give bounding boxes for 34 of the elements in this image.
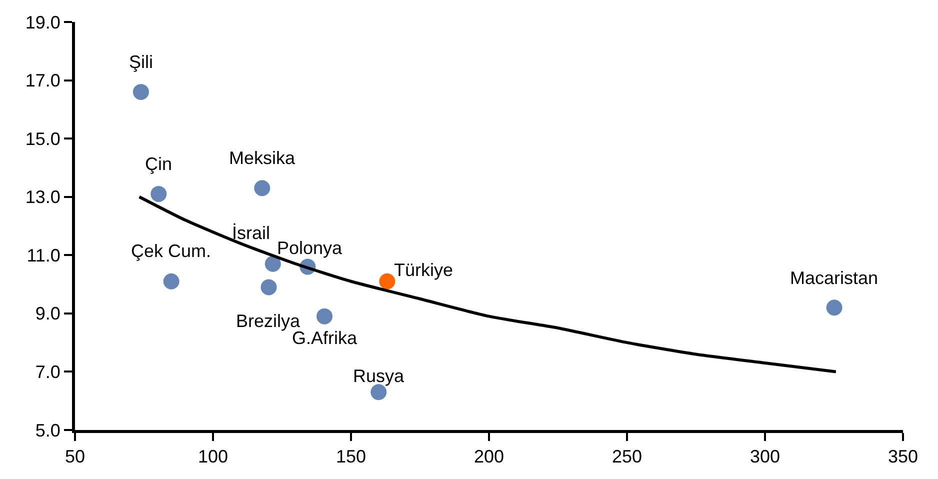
point: [150, 186, 167, 202]
y-tick-label: 17.0: [25, 70, 60, 91]
point: [316, 308, 332, 324]
point: [260, 279, 277, 296]
y-tick-label: 15.0: [25, 128, 60, 149]
annotation: Çek Cum.: [131, 241, 212, 261]
y-tick-label: 5.0: [35, 420, 60, 440]
annotation: Polonya: [277, 238, 344, 258]
x-tick-label: 350: [888, 446, 918, 467]
y-tick-label: 9.0: [35, 304, 60, 324]
x-tick-label: 100: [198, 446, 228, 467]
point: [254, 180, 270, 196]
point: [826, 300, 842, 316]
y-tick-label: 7.0: [35, 362, 60, 382]
point: [132, 84, 149, 100]
point: [379, 273, 396, 290]
annotation: Şili: [129, 52, 154, 72]
annotation: İsrail: [232, 223, 270, 243]
x-tick-label: 150: [336, 446, 366, 467]
y-tick-label: 11.0: [26, 245, 60, 266]
point: [163, 273, 180, 290]
annotation: Macaristan: [790, 268, 878, 288]
x-tick-label: 50: [64, 446, 86, 467]
annotation: Rusya: [353, 366, 406, 386]
annotation: Çin: [145, 154, 172, 174]
annotation: Meksika: [229, 148, 296, 168]
y-tick-label: 19.0: [25, 12, 60, 32]
x-tick-label: 300: [750, 446, 780, 467]
annotation: G.Afrika: [292, 328, 358, 348]
y-tick-label: 13.0: [25, 187, 60, 208]
x-tick-label: 250: [612, 446, 642, 467]
annotation: Türkiye: [394, 260, 454, 280]
annotation: Brezilya: [236, 311, 302, 331]
x-tick-label: 200: [474, 446, 504, 467]
